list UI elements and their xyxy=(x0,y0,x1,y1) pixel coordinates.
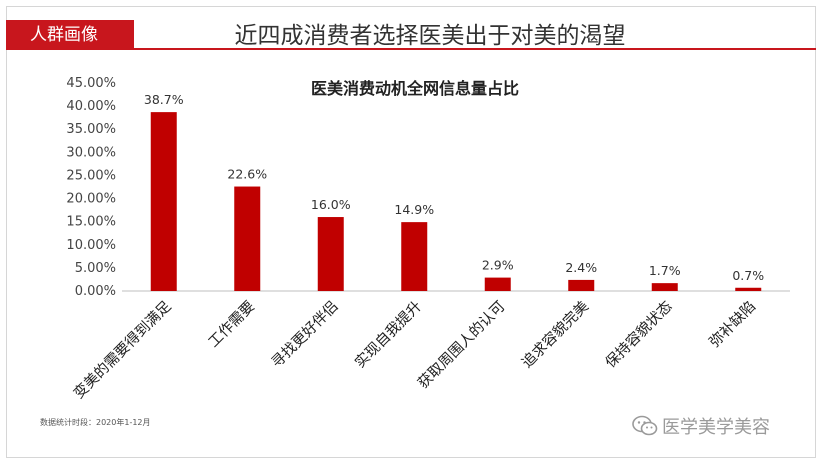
bar xyxy=(317,217,344,291)
bar xyxy=(568,279,595,291)
bar-value-label: 22.6% xyxy=(227,167,267,182)
bar-value-label: 2.4% xyxy=(565,260,597,275)
y-tick-label: 30.00% xyxy=(66,145,116,160)
bar-value-label: 0.7% xyxy=(732,268,764,283)
bar xyxy=(150,112,177,292)
bar-value-label: 2.9% xyxy=(482,258,514,273)
x-category-label: 实现自我提升 xyxy=(352,298,426,372)
x-category-label: 追求容貌完美 xyxy=(519,298,593,372)
y-tick-label: 0.00% xyxy=(75,284,116,299)
bar-value-label: 38.7% xyxy=(144,92,184,107)
x-category-label: 保持容貌状态 xyxy=(602,298,676,372)
y-tick-label: 20.00% xyxy=(66,192,116,207)
x-category-label: 工作需要 xyxy=(205,298,258,351)
bar xyxy=(401,222,428,291)
x-category-label: 变美的需要得到满足 xyxy=(70,298,174,402)
section-tag: 人群画像 xyxy=(6,20,134,50)
y-tick-label: 5.00% xyxy=(75,261,116,276)
y-tick-label: 35.00% xyxy=(66,122,116,137)
bar xyxy=(484,277,511,291)
x-category-label: 获取周围人的认可 xyxy=(415,298,509,392)
bar-value-label: 16.0% xyxy=(311,197,351,212)
bar-value-label: 1.7% xyxy=(649,263,681,278)
wechat-icon xyxy=(632,415,658,436)
x-category-label: 寻找更好伴侣 xyxy=(268,298,342,372)
bar-value-label: 14.9% xyxy=(394,202,434,217)
y-tick-label: 45.00% xyxy=(66,76,116,91)
bar xyxy=(234,186,261,291)
data-period-note: 数据统计时段：2020年1-12月 xyxy=(40,418,151,427)
title-underline xyxy=(6,48,816,50)
y-tick-label: 40.00% xyxy=(66,99,116,114)
y-tick-label: 25.00% xyxy=(66,168,116,183)
section-tag-arrow xyxy=(119,20,134,50)
x-category-label: 弥补缺陷 xyxy=(705,297,759,351)
y-tick-label: 10.00% xyxy=(66,238,116,253)
watermark-text: 医学美学美容 xyxy=(662,417,770,438)
page-title: 近四成消费者选择医美出于对美的渴望 xyxy=(234,23,626,49)
bar xyxy=(651,283,678,291)
y-tick-label: 15.00% xyxy=(66,215,116,230)
watermark: 医学美学美容 xyxy=(632,413,770,439)
bar xyxy=(735,287,762,291)
chart-title: 医美消费动机全网信息量占比 xyxy=(310,79,519,98)
